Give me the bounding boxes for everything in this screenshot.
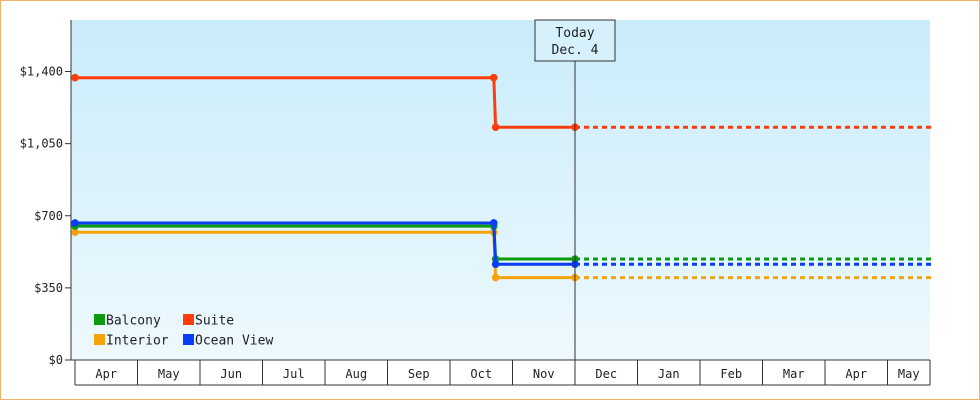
x-tick-label: May <box>898 367 920 381</box>
series-suite <box>71 73 932 131</box>
legend-swatch <box>183 314 194 325</box>
legend-swatch <box>94 314 105 325</box>
x-tick-label: Sep <box>408 367 430 381</box>
legend-swatch <box>183 334 194 345</box>
x-tick-label: Oct <box>470 367 492 381</box>
x-tick-label: Feb <box>720 367 742 381</box>
x-tick-label: Apr <box>95 367 117 381</box>
x-tick-label: Nov <box>533 367 555 381</box>
legend-item-ocean-view: Ocean View <box>183 334 273 349</box>
data-point <box>71 228 79 237</box>
data-point <box>71 219 79 227</box>
legend-item-balcony: Balcony <box>94 314 161 329</box>
y-tick-label: $350 <box>34 281 63 295</box>
series-ocean-view <box>71 219 932 268</box>
data-point <box>491 273 500 282</box>
x-tick-label: Jan <box>658 367 680 381</box>
data-point <box>491 123 500 131</box>
today-label: Today <box>555 26 594 41</box>
legend-label: Interior <box>106 334 169 349</box>
x-tick-label: Aug <box>345 367 367 381</box>
x-tick-label: May <box>158 367 180 381</box>
y-tick-label: $1,400 <box>20 65 63 79</box>
data-point <box>489 73 498 82</box>
y-tick-label: $700 <box>34 209 63 223</box>
legend-item-interior: Interior <box>94 334 169 349</box>
legend-label: Balcony <box>106 314 161 329</box>
today-date-label: Dec. 4 <box>552 43 599 58</box>
plot-area <box>71 20 930 360</box>
x-tick-label: Dec <box>595 367 617 381</box>
y-tick-label: $1,050 <box>20 137 63 151</box>
legend-swatch <box>94 334 105 345</box>
series-line <box>75 76 575 129</box>
x-tick-label: Jul <box>283 367 305 381</box>
legend-label: Suite <box>195 314 234 329</box>
x-tick-label: Apr <box>845 367 867 381</box>
data-point <box>489 219 498 227</box>
series-line <box>75 221 575 266</box>
x-tick-label: Jun <box>220 367 242 381</box>
legend-label: Ocean View <box>195 334 273 349</box>
y-tick-label: $0 <box>49 353 63 367</box>
x-tick-label: Mar <box>783 367 805 381</box>
today-box <box>534 19 616 62</box>
data-point <box>491 260 500 268</box>
legend-item-suite: Suite <box>183 314 234 329</box>
data-point <box>71 73 79 82</box>
